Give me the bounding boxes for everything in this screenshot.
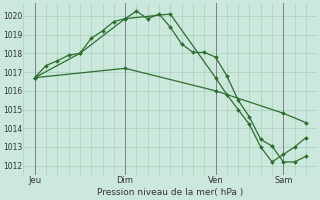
X-axis label: Pression niveau de la mer( hPa ): Pression niveau de la mer( hPa )	[97, 188, 244, 197]
